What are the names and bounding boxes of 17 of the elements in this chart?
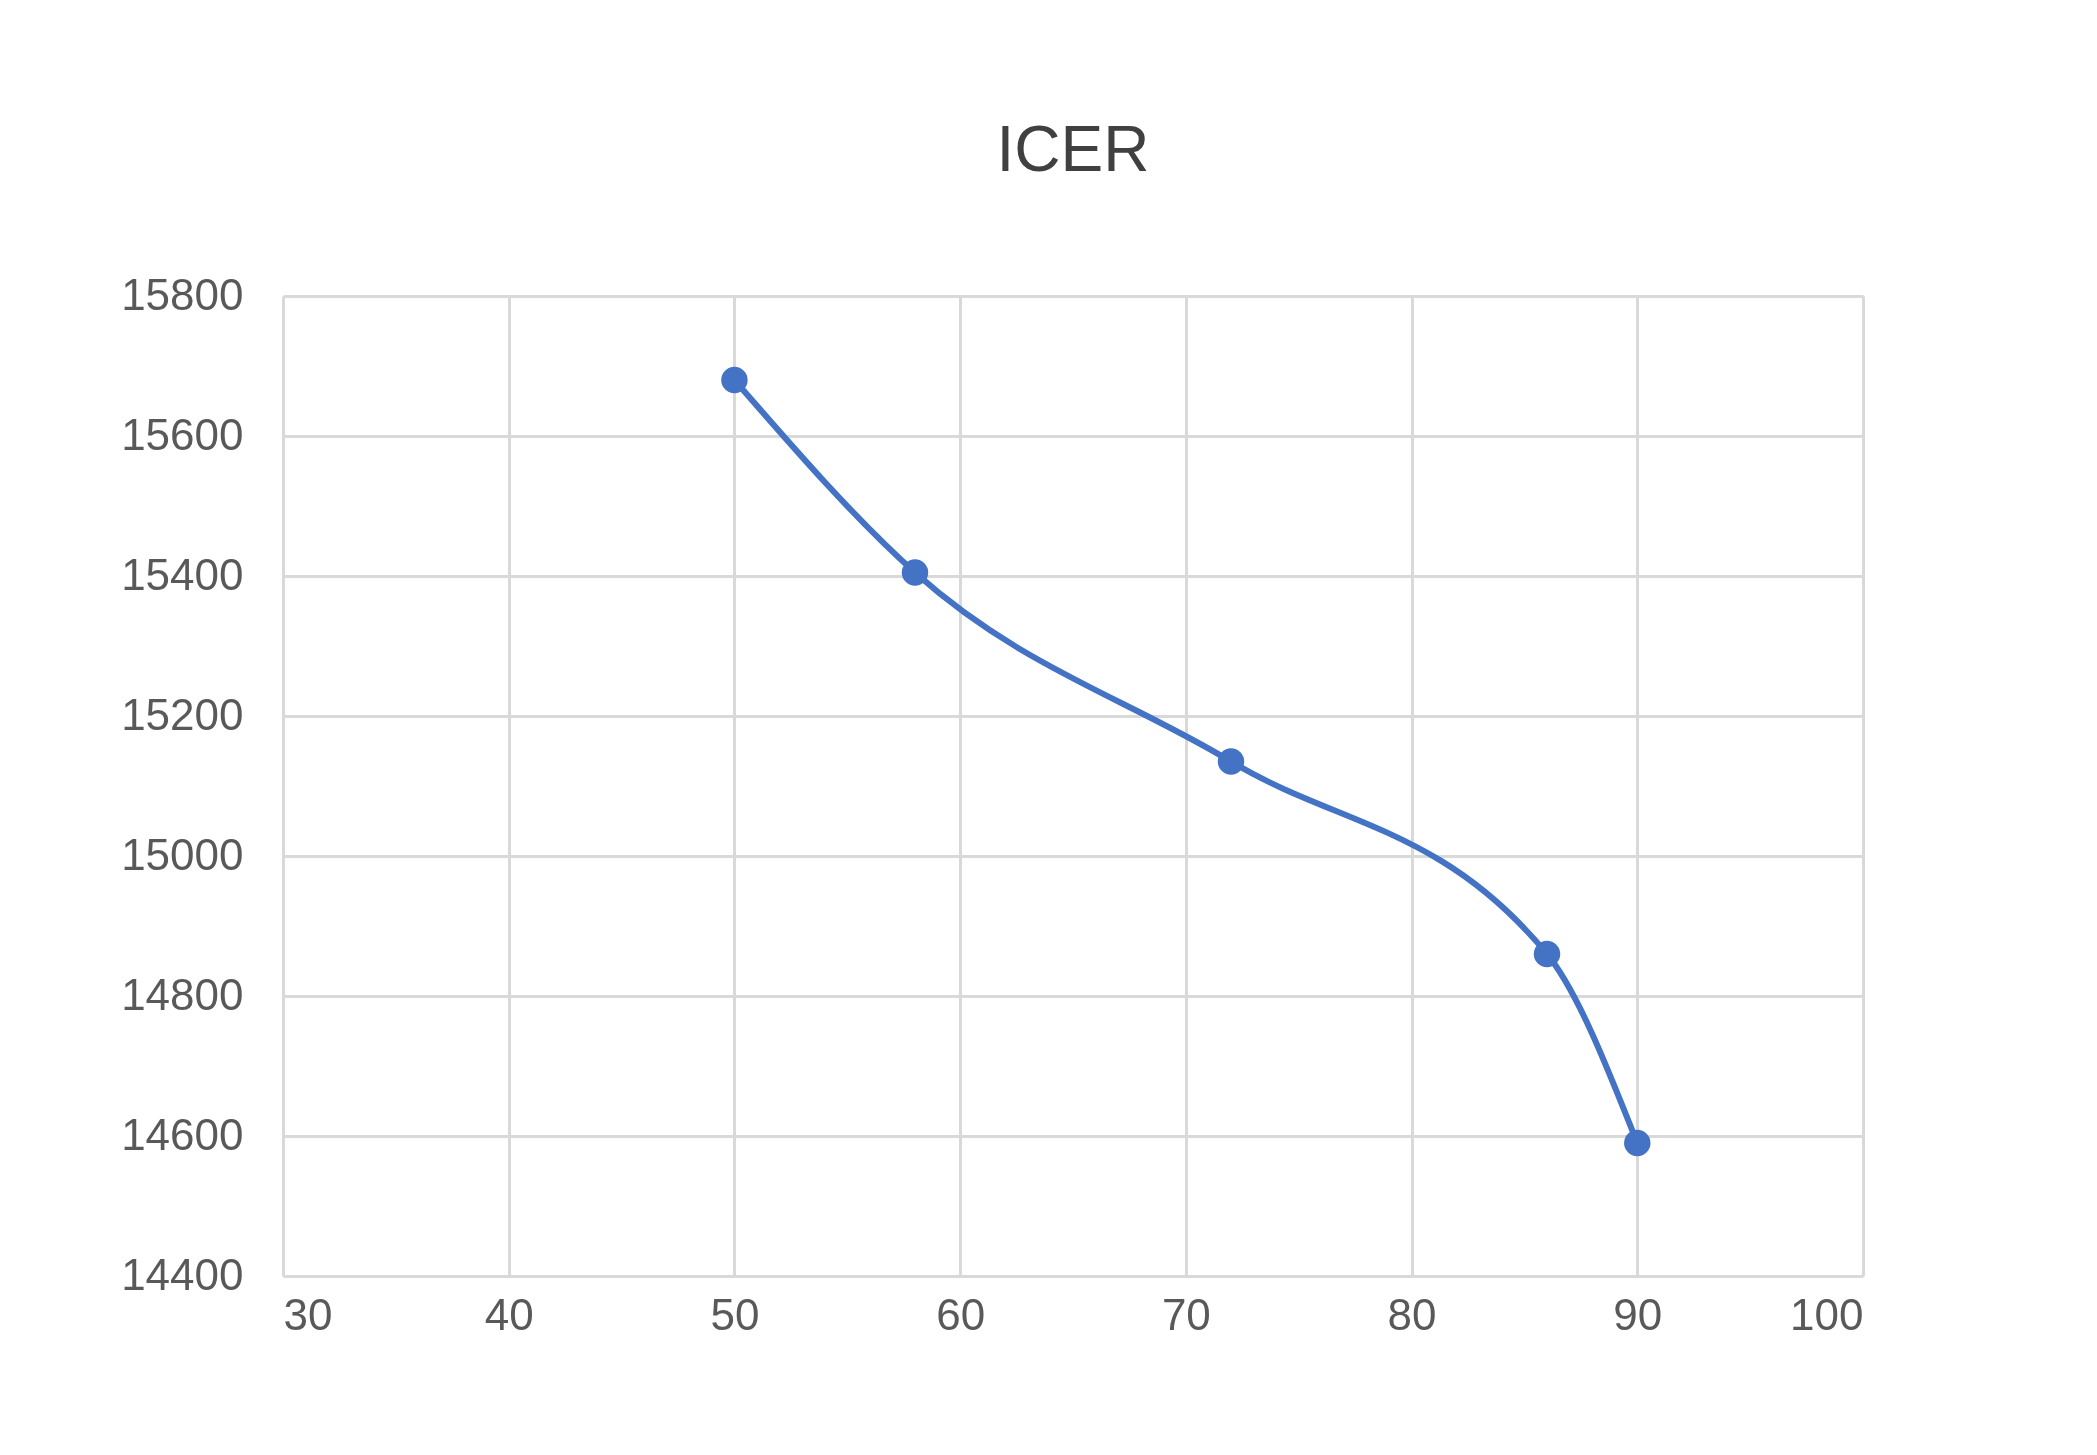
x-tick-label: 100 [1790,1289,1864,1339]
y-tick-label: 15600 [121,409,244,459]
y-tick-label: 14800 [121,969,244,1019]
x-tick-label: 90 [1613,1289,1663,1339]
y-tick-label: 15200 [121,689,244,739]
chart-title: ICER [996,113,1150,185]
x-tick-label: 70 [1161,1289,1211,1339]
y-tick-label: 15400 [121,549,244,599]
y-tick-label: 14400 [121,1249,244,1299]
x-tick-label: 80 [1387,1289,1437,1339]
x-tick-label: 50 [710,1289,760,1339]
y-tick-label: 15800 [121,269,244,319]
x-tick-label: 60 [936,1289,986,1339]
x-tick-label: 30 [283,1289,333,1339]
y-tick-label: 15000 [121,829,244,879]
y-tick-label: 14600 [121,1109,244,1159]
x-tick-label: 40 [484,1289,534,1339]
